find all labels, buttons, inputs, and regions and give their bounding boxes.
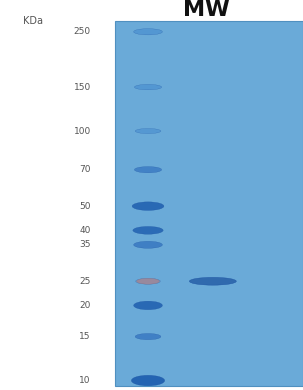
Text: 35: 35 [79, 240, 91, 249]
Text: MW: MW [183, 0, 229, 20]
Ellipse shape [134, 301, 162, 310]
Ellipse shape [137, 278, 159, 284]
Text: 150: 150 [74, 83, 91, 92]
Ellipse shape [132, 202, 164, 211]
Text: KDa: KDa [23, 16, 43, 27]
Ellipse shape [134, 241, 162, 248]
Text: 250: 250 [74, 27, 91, 36]
Ellipse shape [134, 28, 162, 35]
Ellipse shape [135, 167, 162, 173]
Ellipse shape [136, 278, 161, 284]
Bar [115, 21, 303, 386]
Text: 100: 100 [74, 127, 91, 136]
Ellipse shape [189, 277, 236, 285]
Ellipse shape [135, 84, 162, 90]
Text: 20: 20 [79, 301, 91, 310]
Ellipse shape [135, 333, 161, 340]
Text: 50: 50 [79, 202, 91, 211]
Text: 25: 25 [79, 277, 91, 286]
Ellipse shape [133, 227, 163, 234]
Ellipse shape [132, 375, 165, 386]
Text: 15: 15 [79, 332, 91, 341]
Text: 40: 40 [79, 226, 91, 235]
Text: 70: 70 [79, 165, 91, 174]
Text: 10: 10 [79, 376, 91, 385]
Ellipse shape [135, 129, 161, 134]
